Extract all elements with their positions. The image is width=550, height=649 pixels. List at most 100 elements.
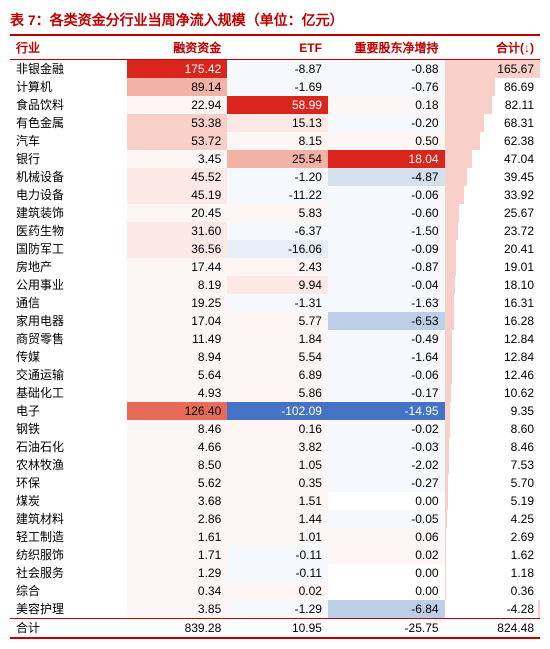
cell: 0.02 — [227, 582, 328, 600]
cell: -1.31 — [227, 294, 328, 312]
cell: -1.20 — [227, 168, 328, 186]
table-title: 表 7：各类资金分行业当周净流入规模（单位：亿元） — [10, 10, 540, 30]
cell: 5.86 — [227, 384, 328, 402]
total-val: -25.75 — [328, 619, 445, 639]
cell: -0.04 — [328, 276, 445, 294]
cell: 2.86 — [127, 510, 228, 528]
total-cell: 12.84 — [445, 330, 540, 348]
row: 国防军工36.56-16.06-0.0920.41 — [10, 240, 540, 258]
row: 医药生物31.60-6.37-1.5023.72 — [10, 222, 540, 240]
row: 计算机89.14-1.69-0.7686.69 — [10, 78, 540, 96]
cell: 18.04 — [328, 150, 445, 168]
col-1: 融资资金 — [127, 35, 228, 60]
cell: -8.87 — [227, 60, 328, 79]
cell: -16.06 — [227, 240, 328, 258]
total-cell: 1.18 — [445, 564, 540, 582]
cell: -1.50 — [328, 222, 445, 240]
table-body: 非银金融175.42-8.87-0.88165.67计算机89.14-1.69-… — [10, 60, 540, 639]
cell: 19.25 — [127, 294, 228, 312]
cell: 3.85 — [127, 600, 228, 619]
cell: -0.02 — [328, 420, 445, 438]
row-name: 非银金融 — [10, 60, 127, 79]
cell: -1.29 — [227, 600, 328, 619]
total-cell: 5.70 — [445, 474, 540, 492]
total-cell: 10.62 — [445, 384, 540, 402]
cell: 126.40 — [127, 402, 228, 420]
cell: 6.89 — [227, 366, 328, 384]
cell: 0.35 — [227, 474, 328, 492]
cell: -102.09 — [227, 402, 328, 420]
cell: 9.94 — [227, 276, 328, 294]
header-row: 行业融资资金ETF重要股东净增持合计(↓) — [10, 35, 540, 60]
row-name: 商贸零售 — [10, 330, 127, 348]
row: 机械设备45.52-1.20-4.8739.45 — [10, 168, 540, 186]
row: 房地产17.442.43-0.8719.01 — [10, 258, 540, 276]
total-cell: 47.04 — [445, 150, 540, 168]
total-cell: 16.31 — [445, 294, 540, 312]
cell: 5.64 — [127, 366, 228, 384]
row: 建筑装饰20.455.83-0.6025.67 — [10, 204, 540, 222]
total-cell: 0.36 — [445, 582, 540, 600]
row-name: 建筑材料 — [10, 510, 127, 528]
row: 汽车53.728.150.5062.38 — [10, 132, 540, 150]
cell: -0.03 — [328, 438, 445, 456]
col-0: 行业 — [10, 35, 127, 60]
cell: -2.02 — [328, 456, 445, 474]
row: 公用事业8.199.94-0.0418.10 — [10, 276, 540, 294]
row-name: 煤炭 — [10, 492, 127, 510]
total-cell: 8.60 — [445, 420, 540, 438]
cell: 8.46 — [127, 420, 228, 438]
row: 纺织服饰1.71-0.110.021.62 — [10, 546, 540, 564]
row-name: 社会服务 — [10, 564, 127, 582]
total-cell: 4.25 — [445, 510, 540, 528]
cell: 0.34 — [127, 582, 228, 600]
row-name: 医药生物 — [10, 222, 127, 240]
cell: 53.38 — [127, 114, 228, 132]
cell: -0.06 — [328, 186, 445, 204]
row-name: 电子 — [10, 402, 127, 420]
total-cell: 86.69 — [445, 78, 540, 96]
cell: -11.22 — [227, 186, 328, 204]
total-cell: 165.67 — [445, 60, 540, 79]
row: 食品饮料22.9458.990.1882.11 — [10, 96, 540, 114]
col-2: ETF — [227, 35, 328, 60]
row: 建筑材料2.861.44-0.054.25 — [10, 510, 540, 528]
cell: 45.52 — [127, 168, 228, 186]
total-cell: 68.31 — [445, 114, 540, 132]
cell: -1.69 — [227, 78, 328, 96]
cell: 5.83 — [227, 204, 328, 222]
cell: 0.02 — [328, 546, 445, 564]
row-name: 轻工制造 — [10, 528, 127, 546]
row-name: 基础化工 — [10, 384, 127, 402]
cell: -0.05 — [328, 510, 445, 528]
funds-table: 行业融资资金ETF重要股东净增持合计(↓) 非银金融175.42-8.87-0.… — [10, 34, 540, 639]
row: 商贸零售11.491.84-0.4912.84 — [10, 330, 540, 348]
row: 美容护理3.85-1.29-6.84-4.28 — [10, 600, 540, 619]
cell: -0.27 — [328, 474, 445, 492]
total-cell: 19.01 — [445, 258, 540, 276]
total-cell: 12.84 — [445, 348, 540, 366]
total-cell: 62.38 — [445, 132, 540, 150]
row-name: 银行 — [10, 150, 127, 168]
cell: 5.77 — [227, 312, 328, 330]
row: 煤炭3.681.510.005.19 — [10, 492, 540, 510]
cell: -0.76 — [328, 78, 445, 96]
row: 银行3.4525.5418.0447.04 — [10, 150, 540, 168]
row-name: 食品饮料 — [10, 96, 127, 114]
cell: -0.17 — [328, 384, 445, 402]
cell: 3.45 — [127, 150, 228, 168]
row: 非银金融175.42-8.87-0.88165.67 — [10, 60, 540, 79]
cell: -0.09 — [328, 240, 445, 258]
row-name: 汽车 — [10, 132, 127, 150]
row-name: 石油石化 — [10, 438, 127, 456]
row-name: 家用电器 — [10, 312, 127, 330]
col-3: 重要股东净增持 — [328, 35, 445, 60]
cell: 0.18 — [328, 96, 445, 114]
cell: -1.64 — [328, 348, 445, 366]
row-name: 综合 — [10, 582, 127, 600]
row-name: 环保 — [10, 474, 127, 492]
total-val: 824.48 — [445, 619, 540, 639]
total-cell: 39.45 — [445, 168, 540, 186]
row: 通信19.25-1.31-1.6316.31 — [10, 294, 540, 312]
cell: 4.93 — [127, 384, 228, 402]
